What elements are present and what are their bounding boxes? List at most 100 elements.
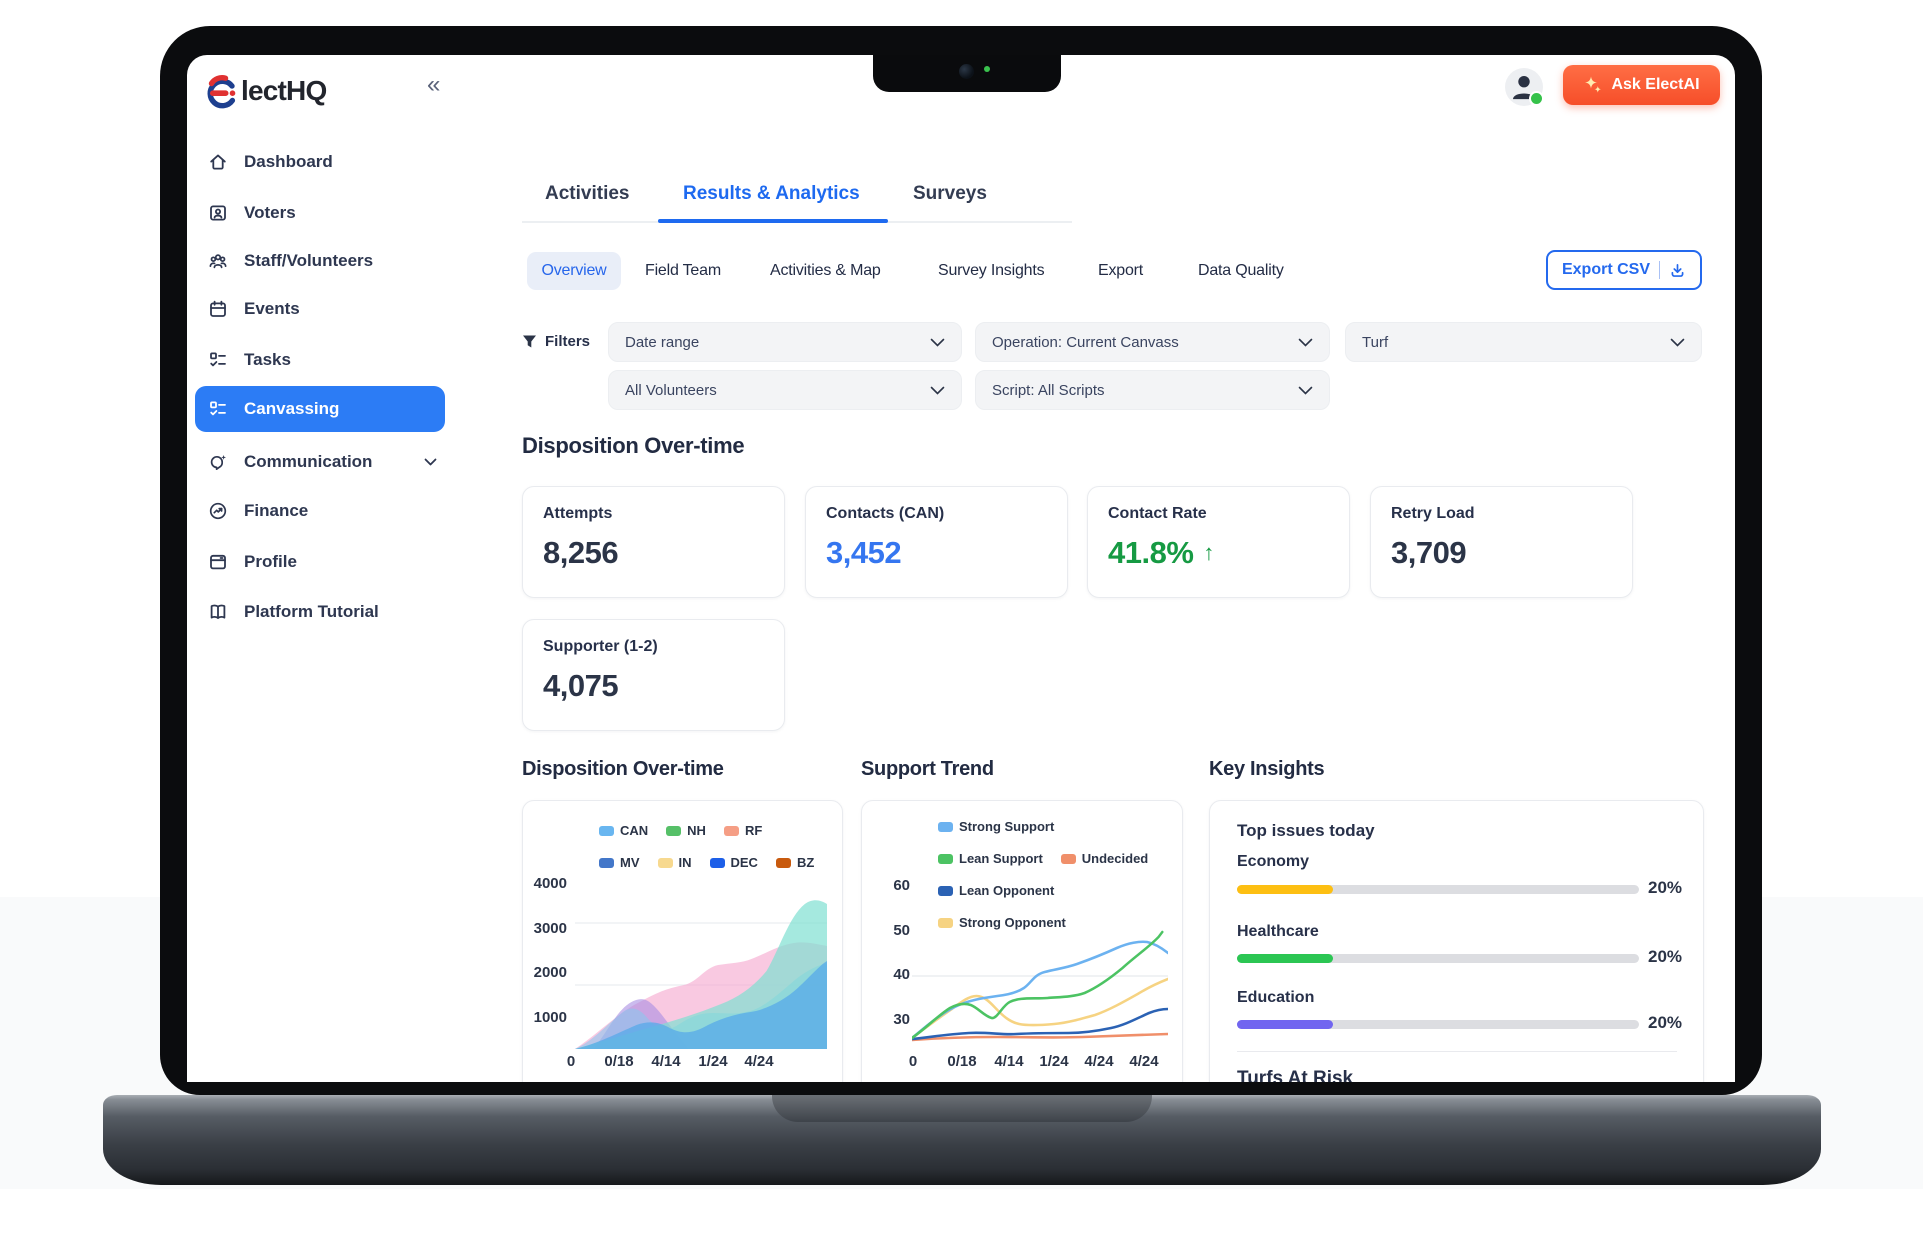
legend-swatch	[938, 885, 953, 896]
y-tick: 2000	[533, 964, 567, 981]
issue-label-education: Education	[1237, 989, 1315, 1006]
sparkles-icon	[1585, 76, 1602, 93]
sidebar-item-label: Tasks	[244, 350, 291, 369]
chevron-down-icon	[1298, 386, 1313, 395]
issue-pct: 20%	[1648, 1013, 1683, 1032]
kpi-label: Contacts (CAN)	[826, 505, 945, 522]
people-group-icon	[209, 254, 227, 269]
subtab-export[interactable]: Export	[1098, 262, 1144, 279]
section-title: Disposition Over-time	[522, 433, 745, 458]
sidebar-item-events[interactable]: Events	[199, 287, 451, 331]
legend-item: Lean Opponent	[938, 883, 1054, 898]
x-tick: 4/24	[744, 1053, 774, 1070]
tab-results-analytics[interactable]: Results & Analytics	[683, 183, 860, 204]
sidebar-collapse-icon[interactable]: «	[427, 71, 441, 98]
filter-script[interactable]: Script: All Scripts	[975, 370, 1330, 410]
legend-label: BZ	[796, 855, 815, 870]
user-avatar[interactable]	[1505, 68, 1544, 106]
disposition-chart-card: CAN NH RF MV IN DEC BZ 4000 3000 2000 10…	[522, 800, 843, 1082]
progress-fill	[1237, 885, 1334, 894]
legend-swatch	[1060, 853, 1076, 864]
progress-bar-economy	[1237, 885, 1639, 894]
sidebar-item-label: Events	[244, 299, 300, 318]
filter-turf[interactable]: Turf	[1345, 322, 1702, 362]
support-legend-row4: Strong Opponent	[938, 915, 1066, 930]
tab-activities[interactable]: Activities	[545, 183, 630, 204]
sidebar-item-dashboard[interactable]: Dashboard	[199, 140, 451, 184]
progress-bar-healthcare	[1237, 954, 1639, 963]
disposition-legend-row1: CAN NH RF	[599, 823, 762, 838]
kpi-label: Attempts	[543, 505, 613, 522]
sidebar-item-staff-volunteers[interactable]: Staff/Volunteers	[199, 239, 451, 283]
legend-label: MV	[620, 855, 640, 870]
checklist-icon	[210, 352, 226, 367]
sidebar-item-profile[interactable]: Profile	[199, 540, 451, 584]
webcam-lens	[959, 64, 974, 79]
sidebar-item-canvassing[interactable]: Canvassing	[195, 386, 445, 432]
turfs-at-risk-title: Turfs At Risk	[1237, 1068, 1354, 1082]
filters-label: Filters	[545, 333, 591, 350]
progress-fill	[1237, 954, 1334, 963]
subtab-survey-insights[interactable]: Survey Insights	[938, 262, 1045, 279]
kpi-number: 41.8%	[1108, 535, 1194, 570]
sidebar-item-platform-tutorial[interactable]: Platform Tutorial	[199, 590, 451, 634]
legend-label: RF	[744, 823, 763, 838]
sidebar-item-finance[interactable]: Finance	[199, 489, 451, 533]
ask-electai-button[interactable]: Ask ElectAI	[1563, 65, 1720, 105]
trend-up-arrow: ↑	[1203, 540, 1214, 565]
legend-label: DEC	[730, 855, 758, 870]
sidebar-item-voters[interactable]: Voters	[199, 191, 451, 235]
chevron-down-icon	[930, 338, 945, 347]
chevron-down-icon	[1298, 338, 1313, 347]
chat-sparkle-icon	[210, 455, 226, 471]
subtab-activities-map[interactable]: Activities & Map	[770, 262, 881, 279]
legend-item: NH	[666, 823, 706, 838]
progress-bar-education	[1237, 1020, 1639, 1029]
book-icon	[210, 604, 226, 619]
y-tick: 30	[893, 1011, 910, 1028]
y-tick: 50	[893, 922, 910, 939]
sidebar-item-label: Platform Tutorial	[244, 602, 379, 621]
filter-operation[interactable]: Operation: Current Canvass	[975, 322, 1330, 362]
sidebar-item-communication[interactable]: Communication	[199, 440, 451, 484]
electhq-logo-icon	[207, 75, 236, 109]
legend-swatch	[666, 825, 682, 836]
filter-funnel-icon	[523, 335, 536, 347]
window-icon	[210, 554, 226, 570]
x-tick: 0/18	[604, 1053, 634, 1070]
subtab-field-team[interactable]: Field Team	[645, 262, 721, 279]
y-tick: 40	[893, 966, 910, 983]
y-tick: 3000	[533, 920, 567, 937]
filter-value: Date range	[625, 333, 700, 351]
panel-title-disposition: Disposition Over-time	[522, 758, 724, 780]
calendar-icon	[210, 300, 226, 317]
kpi-value: 8,256	[543, 535, 619, 570]
panel-title-support: Support Trend	[861, 758, 994, 780]
tab-surveys[interactable]: Surveys	[913, 183, 987, 204]
kpi-value: 4,075	[543, 668, 619, 703]
active-tab-underline	[658, 219, 888, 223]
sidebar-item-label: Voters	[244, 203, 296, 222]
subtab-data-quality[interactable]: Data Quality	[1198, 262, 1284, 279]
filter-volunteers[interactable]: All Volunteers	[608, 370, 962, 410]
chevron-down-icon	[1670, 338, 1685, 347]
sidebar-item-label: Finance	[244, 501, 309, 520]
online-status-dot	[1529, 91, 1544, 106]
x-tick: 4/24	[1084, 1053, 1114, 1070]
camera-notch	[873, 55, 1061, 92]
sidebar-item-label: Communication	[244, 452, 373, 471]
export-csv-button[interactable]: Export CSV	[1546, 250, 1702, 290]
kpi-label: Contact Rate	[1108, 505, 1207, 522]
chevron-down-icon	[930, 386, 945, 395]
sidebar-item-label: Staff/Volunteers	[244, 251, 374, 270]
x-tick: 1/24	[698, 1053, 728, 1070]
sidebar-item-tasks[interactable]: Tasks	[199, 338, 451, 382]
legend-label: Lean Support	[959, 851, 1043, 866]
kpi-value: 41.8% ↑	[1108, 535, 1214, 571]
legend-item: Strong Support	[938, 819, 1054, 834]
filter-date-range[interactable]: Date range	[608, 322, 962, 362]
x-tick: 4/14	[651, 1053, 681, 1070]
home-icon	[210, 154, 226, 170]
subtab-overview[interactable]: Overview	[527, 252, 621, 290]
checklist-icon	[210, 401, 226, 416]
